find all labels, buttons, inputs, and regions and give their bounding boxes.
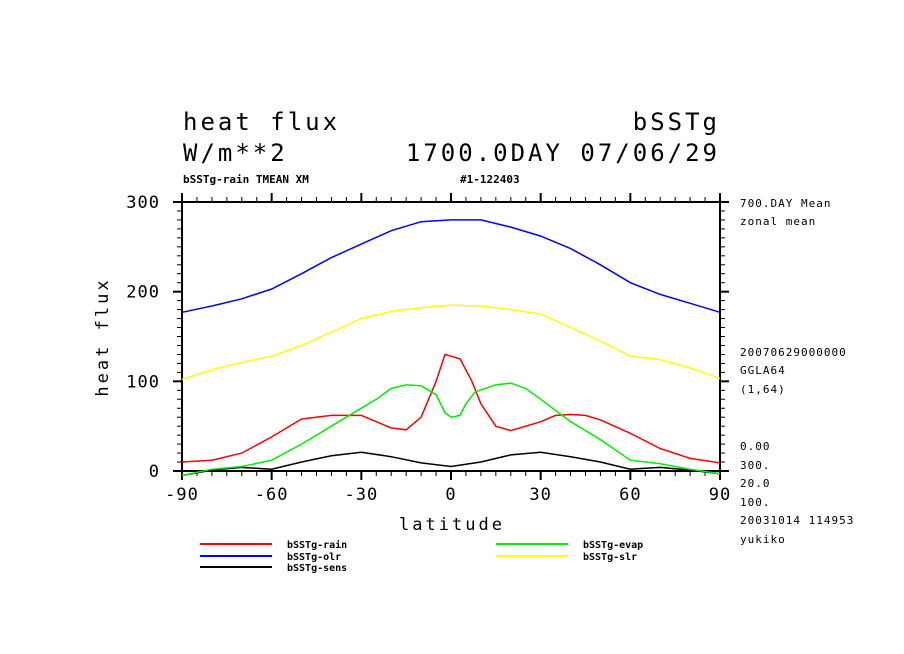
plot-frame: [181, 201, 721, 472]
legend-label: bSSTg-sens: [287, 563, 347, 574]
side-info-text: 0.00: [740, 440, 771, 453]
x-tick-label: 60: [619, 485, 641, 505]
series-line-bSSTg-olr: [181, 219, 721, 314]
series-line-bSSTg-slr: [181, 304, 721, 381]
units-label: W/m**2: [183, 139, 288, 167]
legend-label: bSSTg-olr: [287, 552, 341, 563]
x-tick-label: -60: [255, 485, 289, 505]
legend-label: bSSTg-rain: [287, 539, 347, 551]
side-info-text: 300.: [740, 459, 771, 472]
side-info-text: 100.: [740, 496, 771, 509]
side-info-text: 20070629000000: [740, 346, 847, 359]
y-tick-label: 100: [126, 372, 160, 392]
x-tick-label: -30: [344, 485, 378, 505]
y-tick-label: 300: [126, 193, 160, 213]
legend-label: bSSTg-slr: [583, 552, 637, 563]
x-tick-label: 90: [709, 485, 731, 505]
subtitle-center: #1-122403: [460, 173, 520, 186]
side-info-text: 700.DAY Mean: [740, 197, 831, 210]
side-info-text: yukiko: [740, 533, 786, 546]
side-info-text: GGLA64: [740, 364, 786, 377]
side-info-text: 20031014 114953: [740, 514, 854, 527]
side-info-text: (1,64): [740, 383, 786, 396]
series-line-bSSTg-rain: [181, 353, 721, 464]
y-axis-label: heat flux: [93, 277, 113, 396]
subtitle-left: bSSTg-rain TMEAN XM: [183, 173, 309, 186]
series-line-bSSTg-sens: [181, 451, 721, 477]
x-tick-label: 0: [445, 485, 456, 505]
chart-title: heat flux: [183, 108, 340, 136]
x-tick-label: -90: [165, 485, 199, 505]
chart-title-right: bSSTg: [633, 108, 720, 136]
y-tick-label: 0: [149, 462, 160, 482]
x-tick-label: 30: [529, 485, 551, 505]
side-info-text: 20.0: [740, 477, 771, 490]
time-label: 1700.0DAY 07/06/29: [406, 139, 720, 167]
x-axis-label: latitude: [399, 515, 505, 535]
y-tick-label: 200: [126, 283, 160, 303]
legend-label: bSSTg-evap: [583, 540, 643, 551]
side-info-text: zonal mean: [740, 215, 816, 228]
series-line-bSSTg-evap: [181, 382, 721, 477]
